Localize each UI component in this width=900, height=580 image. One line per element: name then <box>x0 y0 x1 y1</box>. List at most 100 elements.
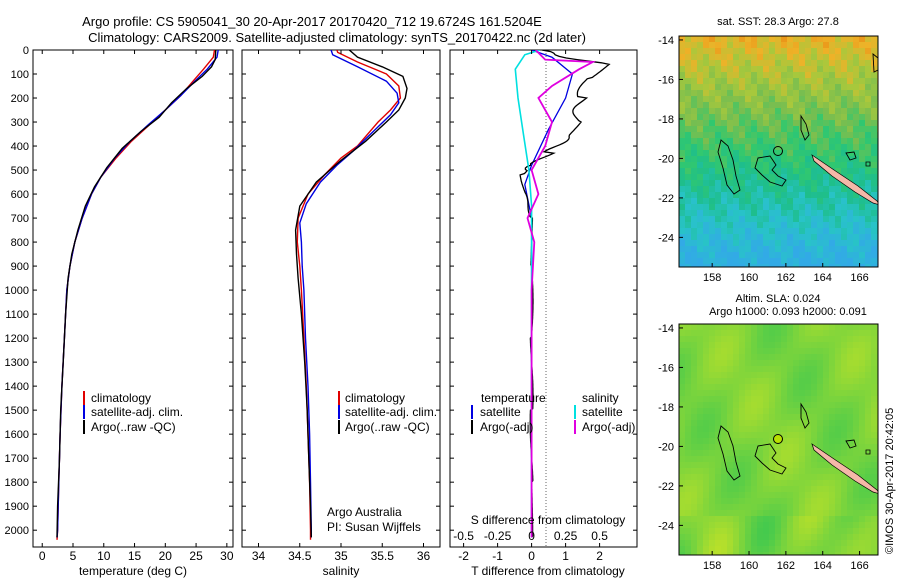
heatmap-cell <box>805 264 812 267</box>
heatmap-cell <box>811 66 818 73</box>
heatmap-cell <box>871 492 878 499</box>
heatmap-cell <box>685 240 692 247</box>
heatmap-cell <box>697 480 704 487</box>
heatmap-cell <box>829 108 836 115</box>
heatmap-cell <box>769 66 776 73</box>
legend-label-t-satellite: satellite <box>480 405 521 419</box>
heatmap-cell <box>775 192 782 199</box>
heatmap-cell <box>853 504 860 511</box>
heatmap-cell <box>745 252 752 259</box>
heatmap-cell <box>787 234 794 241</box>
sst-map-coastlines <box>717 53 878 205</box>
longitude-tick-label: 158 <box>703 272 721 284</box>
heatmap-cell <box>691 120 698 127</box>
heatmap-cell <box>697 186 704 193</box>
heatmap-cell <box>763 342 770 349</box>
heatmap-cell <box>817 522 824 529</box>
heatmap-cell <box>769 198 776 205</box>
heatmap-cell <box>733 534 740 541</box>
heatmap-cell <box>817 210 824 217</box>
heatmap-cell <box>679 408 686 415</box>
heatmap-cell <box>709 126 716 133</box>
heatmap-cell <box>793 462 800 469</box>
heatmap-cell <box>769 336 776 343</box>
longitude-tick-label: 164 <box>814 560 832 572</box>
heatmap-cell <box>763 180 770 187</box>
heatmap-cell <box>685 108 692 115</box>
heatmap-cell <box>829 486 836 493</box>
heatmap-cell <box>787 468 794 475</box>
heatmap-cell <box>787 540 794 547</box>
heatmap-cell <box>697 180 704 187</box>
heatmap-cell <box>817 390 824 397</box>
sst-map-ticks: 158 160 162 164 166-14-16-18-20-22-24 <box>658 35 869 284</box>
heatmap-cell <box>823 216 830 223</box>
heatmap-cell <box>697 390 704 397</box>
island-tiny-east <box>865 449 871 455</box>
heatmap-cell <box>769 246 776 253</box>
heatmap-cell <box>727 492 734 499</box>
heatmap-cell <box>739 252 746 259</box>
heatmap-cell <box>823 126 830 133</box>
heatmap-cell <box>829 78 836 85</box>
heatmap-cell <box>829 438 836 445</box>
heatmap-cell <box>817 552 824 555</box>
heatmap-cell <box>721 156 728 163</box>
salinity-legend: climatology satellite-adj. clim. Argo(..… <box>338 391 437 434</box>
heatmap-cell <box>757 444 764 451</box>
heatmap-cell <box>799 372 806 379</box>
heatmap-cell <box>697 324 704 331</box>
heatmap-cell <box>781 132 788 139</box>
heatmap-cell <box>727 330 734 337</box>
heatmap-cell <box>847 432 854 439</box>
heatmap-cell <box>823 192 830 199</box>
heatmap-cell <box>835 414 842 421</box>
heatmap-cell <box>787 204 794 211</box>
heatmap-cell <box>733 450 740 457</box>
heatmap-cell <box>865 180 872 187</box>
heatmap-cell <box>841 414 848 421</box>
heatmap-cell <box>685 72 692 79</box>
heatmap-cell <box>829 36 836 43</box>
heatmap-cell <box>793 258 800 265</box>
heatmap-cell <box>787 354 794 361</box>
heatmap-cell <box>805 216 812 223</box>
heatmap-cell <box>835 216 842 223</box>
heatmap-cell <box>733 432 740 439</box>
heatmap-cell <box>793 216 800 223</box>
heatmap-cell <box>841 360 848 367</box>
heatmap-cell <box>709 120 716 127</box>
heatmap-cell <box>865 534 872 541</box>
heatmap-cell <box>727 60 734 67</box>
legend-label-satellite: satellite-adj. clim. <box>345 405 437 419</box>
heatmap-cell <box>823 174 830 181</box>
heatmap-cell <box>853 378 860 385</box>
heatmap-cell <box>829 210 836 217</box>
heatmap-cell <box>709 36 716 43</box>
heatmap-cell <box>859 114 866 121</box>
heatmap-cell <box>853 414 860 421</box>
heatmap-cell <box>853 366 860 373</box>
heatmap-cell <box>697 66 704 73</box>
heatmap-cell <box>799 108 806 115</box>
heatmap-cell <box>733 342 740 349</box>
heatmap-cell <box>853 342 860 349</box>
heatmap-cell <box>817 402 824 409</box>
heatmap-cell <box>685 360 692 367</box>
heatmap-cell <box>805 444 812 451</box>
heatmap-cell <box>679 366 686 373</box>
heatmap-cell <box>679 60 686 67</box>
heatmap-cell <box>811 540 818 547</box>
heatmap-cell <box>721 432 728 439</box>
heatmap-cell <box>823 402 830 409</box>
heatmap-cell <box>859 450 866 457</box>
heatmap-cell <box>703 60 710 67</box>
heatmap-cell <box>739 150 746 157</box>
heatmap-cell <box>763 222 770 229</box>
heatmap-cell <box>709 204 716 211</box>
heatmap-cell <box>697 420 704 427</box>
heatmap-cell <box>859 36 866 43</box>
heatmap-cell <box>829 204 836 211</box>
heatmap-cell <box>871 534 878 541</box>
heatmap-cell <box>739 168 746 175</box>
